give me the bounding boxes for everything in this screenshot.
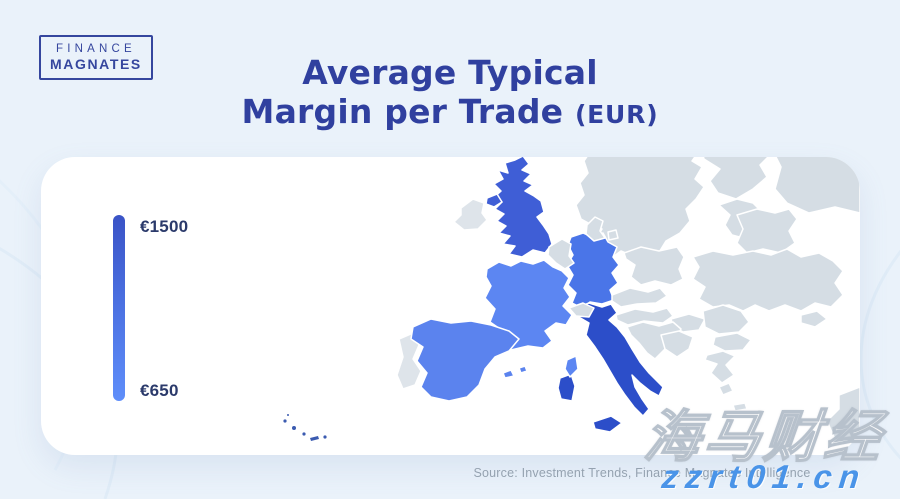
map-country-bulgaria bbox=[712, 332, 752, 352]
map-region-northern-ireland bbox=[485, 193, 503, 208]
legend-min-label: €650 bbox=[140, 381, 179, 400]
map-region-peloponnese bbox=[718, 382, 734, 396]
map-country-turkey-edge bbox=[826, 386, 860, 443]
map-country-serbia bbox=[660, 330, 694, 358]
map-islands-atlantic-specks bbox=[283, 414, 327, 441]
map-country-italy bbox=[573, 302, 664, 417]
watermark-url: zzrt01.cn bbox=[660, 458, 869, 495]
title-line-1: Average Typical bbox=[302, 53, 598, 92]
map-island-corsica bbox=[564, 355, 579, 378]
map-country-poland bbox=[623, 246, 685, 286]
map-island-crete bbox=[732, 402, 748, 412]
map-island-sardinia bbox=[557, 373, 576, 402]
europe-choropleth-map bbox=[283, 157, 860, 443]
map-country-finland bbox=[702, 157, 770, 200]
map-country-austria bbox=[615, 307, 674, 326]
title-line-2: Margin per Trade (EUR) bbox=[241, 91, 659, 131]
map-region-crimea bbox=[800, 310, 828, 328]
map-country-united-kingdom bbox=[492, 157, 553, 258]
logo-line-magnates: MAGNATES bbox=[50, 56, 142, 73]
legend-gradient-bar bbox=[113, 215, 125, 401]
map-country-czech-slovakia bbox=[611, 287, 668, 308]
map-country-benelux bbox=[547, 238, 575, 270]
source-note: Source: Investment Trends, Finance Magna… bbox=[473, 466, 811, 480]
legend-max-label: €1500 bbox=[140, 217, 189, 236]
map-country-ireland bbox=[453, 198, 488, 231]
map-country-belarus bbox=[736, 208, 798, 254]
map-country-russia bbox=[774, 157, 860, 214]
map-country-france bbox=[484, 259, 573, 351]
logo-line-finance: FINANCE bbox=[55, 43, 136, 55]
map-country-romania bbox=[702, 304, 750, 335]
title-eur-suffix: (EUR) bbox=[574, 99, 659, 129]
map-country-spain bbox=[410, 318, 520, 402]
map-country-germany bbox=[566, 232, 620, 309]
map-island-sicily bbox=[592, 415, 623, 433]
map-islands-balearic bbox=[502, 365, 528, 379]
map-card: €1500 €650 bbox=[41, 157, 860, 455]
map-country-denmark bbox=[585, 216, 619, 242]
page-title: Average Typical Margin per Trade (EUR) bbox=[0, 53, 900, 132]
map-country-switzerland bbox=[568, 302, 595, 318]
finance-magnates-logo: FINANCE MAGNATES bbox=[39, 35, 153, 80]
map-country-greece bbox=[704, 350, 736, 384]
map-country-ukraine bbox=[692, 248, 844, 312]
